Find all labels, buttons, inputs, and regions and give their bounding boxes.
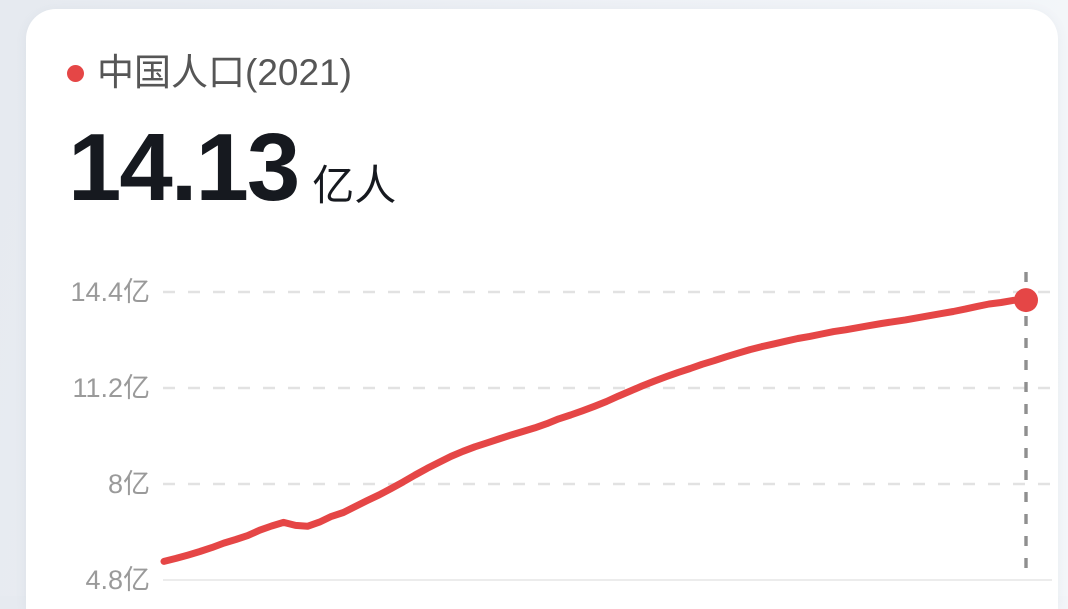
y-tick-label-4-8: 4.8亿 [85, 565, 150, 595]
population-series-line [160, 296, 1029, 565]
population-line-chart[interactable] [0, 0, 1068, 596]
population-unit: 亿人 [312, 162, 397, 209]
current-value-readout: 14.13 亿人 [68, 120, 396, 216]
population-value: 14.13 [68, 114, 300, 221]
page-background: 中国人口(2021) 14.13 亿人 14.4亿 11.2亿 8亿 4.8亿 [0, 0, 1068, 596]
y-tick-label-8: 8亿 [107, 469, 150, 499]
chart-legend: 中国人口(2021) [67, 51, 352, 95]
y-tick-label-14-4: 14.4亿 [70, 277, 150, 307]
endpoint-dot[interactable] [1014, 288, 1038, 313]
legend-bullet-icon [67, 64, 84, 82]
legend-label: 中国人口(2021) [97, 52, 352, 93]
y-tick-label-11-2: 11.2亿 [72, 373, 150, 403]
population-card [26, 9, 1058, 609]
